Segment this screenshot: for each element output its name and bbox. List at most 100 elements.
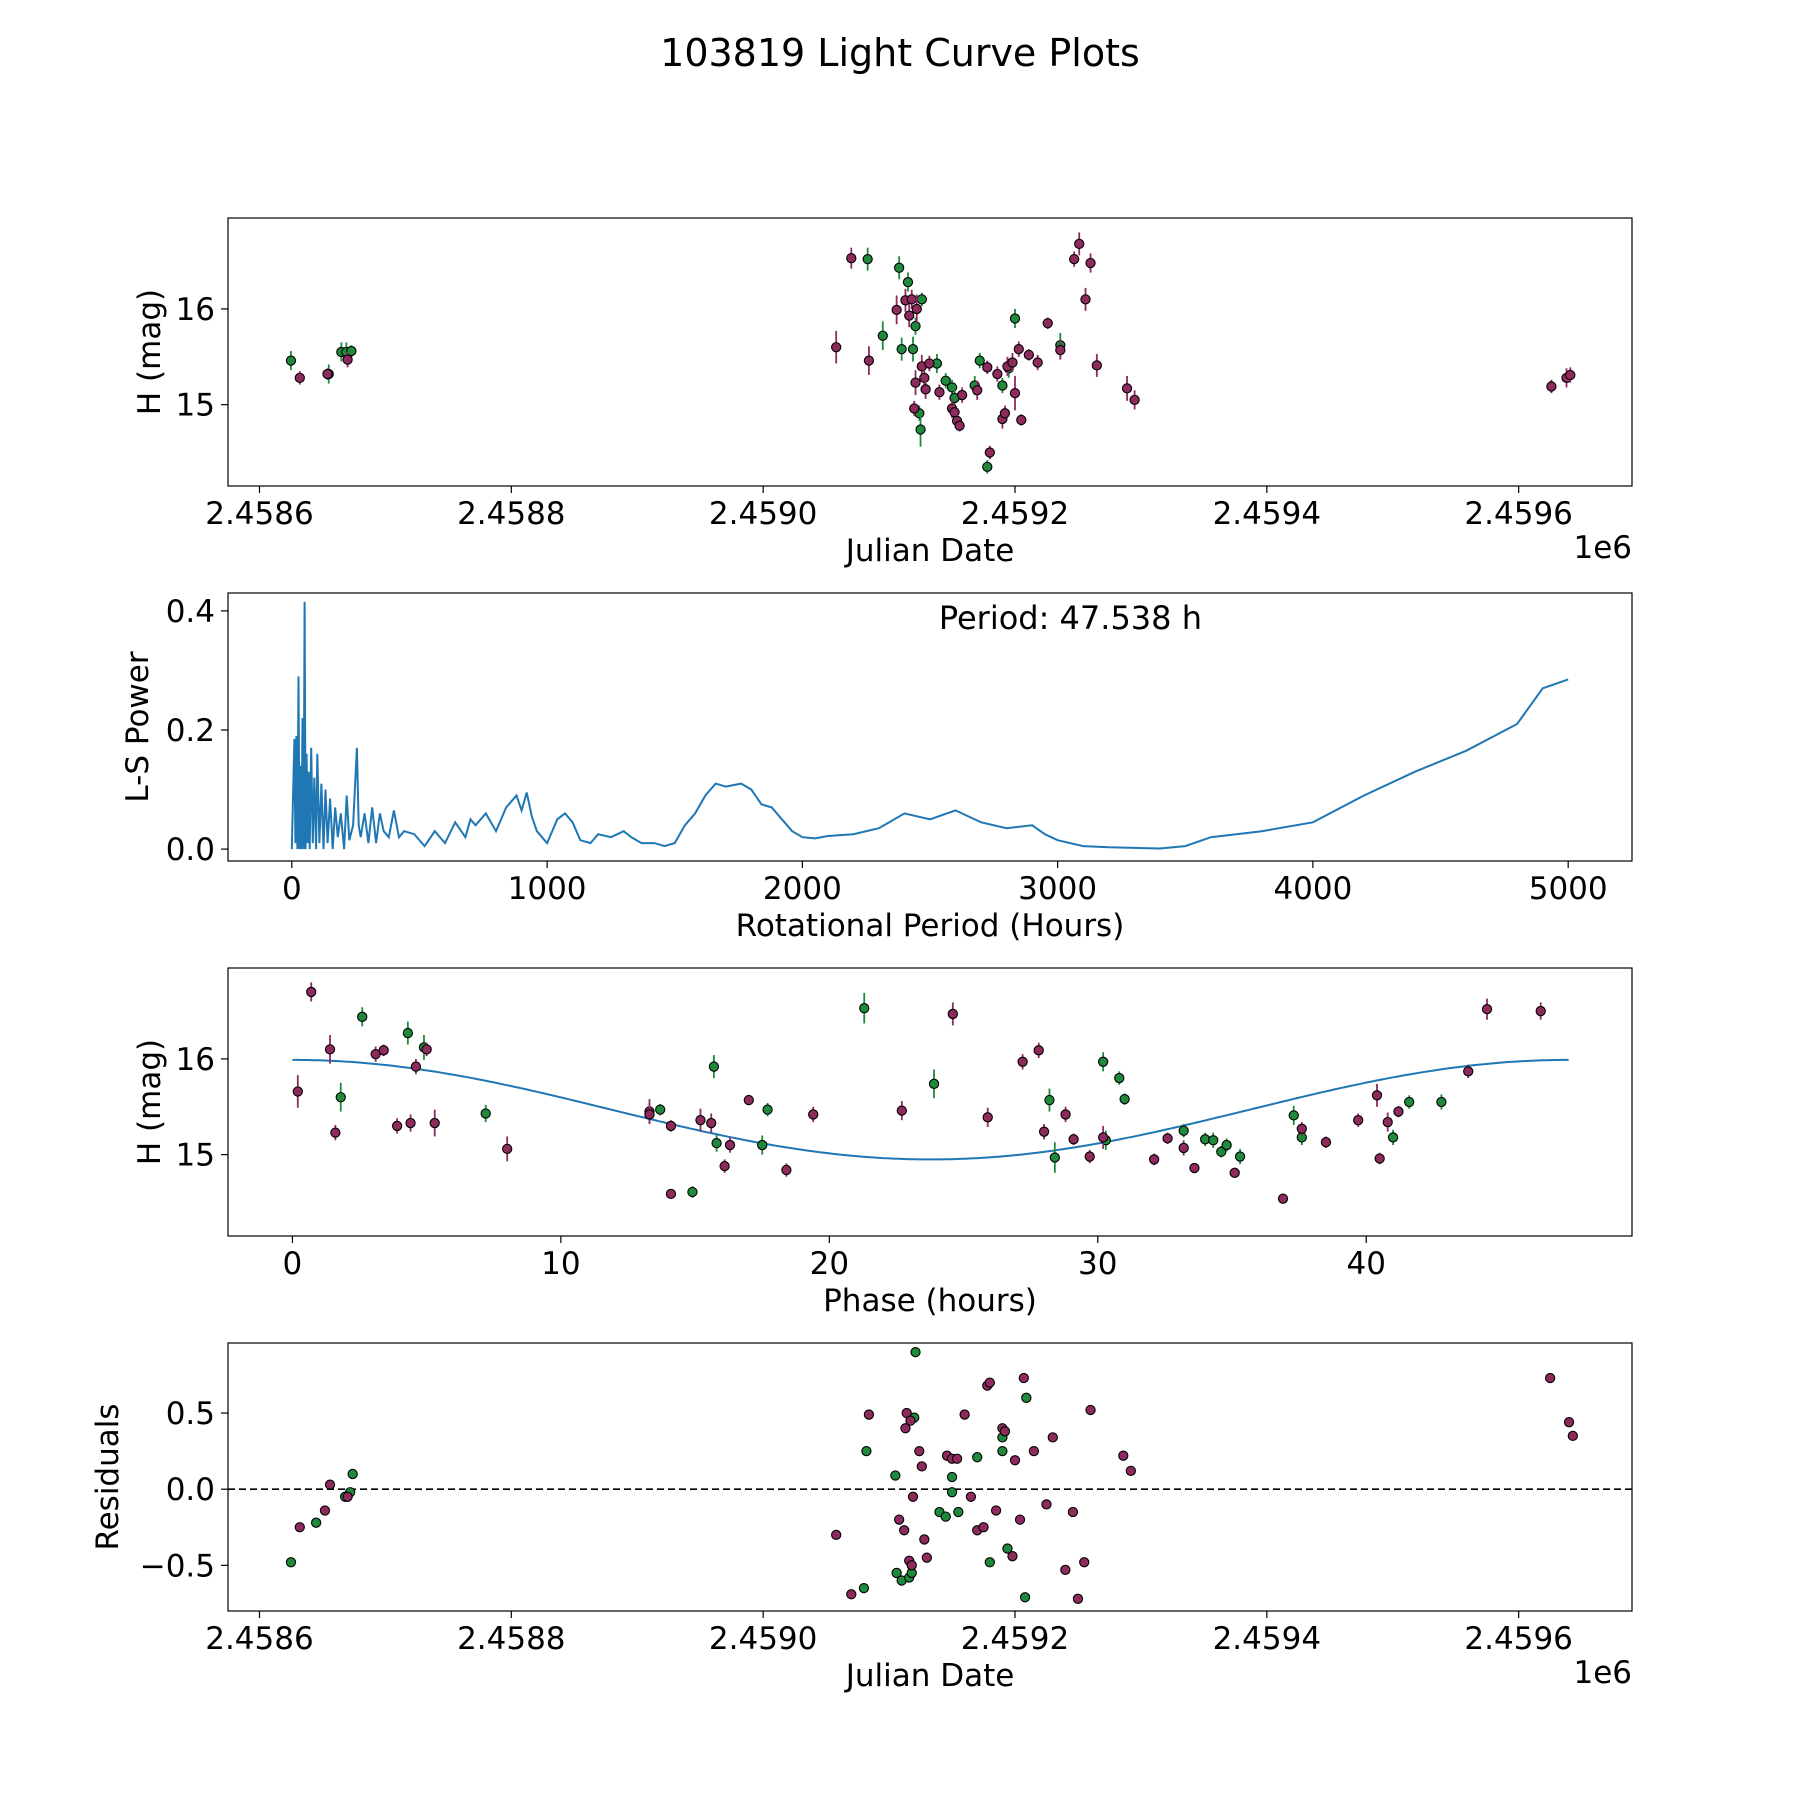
- residuals-xtick-label: 2.4596: [1464, 1621, 1572, 1657]
- residuals-point-magenta: [319, 1505, 331, 1516]
- residuals-point-magenta: [1125, 1465, 1136, 1477]
- lightcurve-point-green: [915, 424, 926, 435]
- residuals-point-magenta: [1041, 1499, 1052, 1510]
- residuals-point-magenta: [990, 1505, 1002, 1516]
- residuals-point-magenta: [294, 1522, 305, 1533]
- phased-point-green: [708, 1061, 720, 1072]
- phased-point-magenta: [1060, 1109, 1071, 1120]
- lightcurve-point-magenta: [1042, 318, 1053, 329]
- phased-point-green: [357, 1011, 368, 1022]
- phased-xtick-label: 10: [541, 1246, 580, 1282]
- lightcurve-xtick-label: 2.4586: [205, 496, 313, 532]
- lightcurve-point-green: [974, 355, 985, 366]
- residuals-point-magenta: [921, 1552, 933, 1563]
- residuals-point-magenta: [1567, 1430, 1578, 1442]
- phased-point-green: [757, 1139, 768, 1151]
- phased-ytick-label: 16: [176, 1042, 215, 1078]
- lightcurve-point-magenta: [1069, 254, 1080, 265]
- lightcurve-point-magenta: [1016, 414, 1027, 426]
- lightcurve-point-green: [862, 254, 873, 265]
- phased-point-magenta: [719, 1160, 730, 1172]
- phased-point-green: [1178, 1125, 1189, 1136]
- lightcurve-point-magenta: [1080, 294, 1091, 305]
- lightcurve-point-green: [997, 380, 1008, 391]
- residuals-point-magenta: [959, 1409, 970, 1420]
- phased-point-green: [335, 1092, 346, 1103]
- lightcurve-point-magenta: [322, 368, 333, 380]
- residuals-point-green: [972, 1452, 983, 1463]
- phased-point-green: [687, 1186, 698, 1198]
- residuals-y-axis-label: Residuals: [90, 1403, 126, 1550]
- residuals-point-magenta: [863, 1409, 875, 1420]
- phased-point-magenta: [1481, 1004, 1493, 1015]
- phased-point-magenta: [429, 1117, 440, 1129]
- lightcurve-point-magenta: [911, 303, 922, 315]
- residuals-point-green: [910, 1346, 921, 1358]
- phased-point-magenta: [330, 1127, 341, 1138]
- residuals-point-magenta: [1009, 1455, 1021, 1466]
- lightcurve-point-magenta: [1032, 357, 1043, 368]
- phased-point-green: [1119, 1093, 1130, 1105]
- phased-point-magenta: [370, 1048, 381, 1060]
- periodogram-xtick-label: 4000: [1273, 871, 1352, 907]
- lightcurve-point-magenta: [846, 253, 857, 264]
- residuals-point-magenta: [1047, 1432, 1058, 1443]
- phased-point-magenta: [1098, 1132, 1109, 1143]
- lightcurve-point-magenta: [982, 362, 993, 373]
- residuals-panel: 2.4586 2.4588 2.4590 2.4592 2.4594 2.4596 −0.5…: [90, 1342, 1633, 1694]
- residuals-ytick-label: 0.0: [166, 1472, 215, 1508]
- residuals-point-green: [1002, 1543, 1013, 1554]
- periodogram-ytick-label: 0.4: [166, 594, 215, 630]
- lightcurve-point-magenta: [924, 358, 935, 369]
- residuals-ytick-label: 0.5: [166, 1396, 215, 1432]
- lightcurve-point-green: [916, 294, 927, 305]
- phased-point-magenta: [1229, 1167, 1240, 1178]
- phased-plot-area: [292, 982, 1569, 1204]
- phased-point-magenta: [410, 1061, 422, 1072]
- residuals-xtick-label: 2.4590: [709, 1621, 817, 1657]
- lightcurve-point-green: [902, 276, 914, 288]
- residuals-xtick-label: 2.4588: [457, 1621, 565, 1657]
- phased-point-green: [402, 1027, 414, 1039]
- phased-xtick-label: 20: [810, 1246, 849, 1282]
- lightcurve-point-magenta: [956, 389, 968, 401]
- residuals-point-magenta: [846, 1589, 857, 1600]
- periodogram-period-annotation: Period: 47.538 h: [939, 599, 1202, 637]
- phased-point-green: [928, 1078, 940, 1089]
- residuals-point-green: [861, 1445, 872, 1457]
- phased-point-magenta: [306, 986, 317, 998]
- residuals-point-magenta: [342, 1491, 353, 1502]
- residuals-point-magenta: [1028, 1445, 1040, 1457]
- residuals-ytick-label: −0.5: [140, 1548, 215, 1584]
- residuals-point-magenta: [965, 1491, 977, 1502]
- phased-point-magenta: [502, 1143, 513, 1155]
- lightcurve-x-axis-label: Julian Date: [844, 533, 1015, 569]
- phased-point-magenta: [947, 1008, 958, 1020]
- phased-point-magenta: [644, 1109, 655, 1120]
- phased-point-magenta: [1017, 1056, 1028, 1067]
- lightcurve-point-magenta: [1007, 357, 1018, 368]
- residuals-point-magenta: [324, 1479, 336, 1490]
- residuals-point-green: [997, 1445, 1008, 1457]
- residuals-point-magenta: [1079, 1557, 1090, 1568]
- lightcurve-point-magenta: [1009, 388, 1021, 399]
- residuals-point-magenta: [951, 1453, 963, 1464]
- residuals-point-magenta: [906, 1560, 917, 1571]
- lightcurve-y-axis-label: H (mag): [132, 289, 168, 415]
- periodogram-x-axis-label: Rotational Period (Hours): [736, 908, 1125, 944]
- periodogram-series-line-power: [290, 601, 1569, 850]
- lightcurve-ytick-label: 15: [176, 388, 215, 424]
- lightcurve-point-magenta: [992, 368, 1003, 380]
- residuals-point-magenta: [914, 1445, 925, 1457]
- phased-point-green: [1208, 1135, 1219, 1146]
- lightcurve-point-green: [907, 343, 919, 355]
- phased-point-magenta: [1374, 1153, 1385, 1164]
- lightcurve-point-magenta: [954, 420, 965, 431]
- residuals-xtick-label: 2.4586: [205, 1621, 313, 1657]
- lightcurve-point-green: [910, 321, 921, 332]
- phased-xtick-label: 0: [283, 1246, 303, 1282]
- figure-title: 103819 Light Curve Plots: [660, 31, 1140, 75]
- periodogram-plot-area: [290, 601, 1569, 850]
- lightcurve-axes-frame: [227, 217, 1633, 487]
- phased-point-magenta: [706, 1117, 717, 1129]
